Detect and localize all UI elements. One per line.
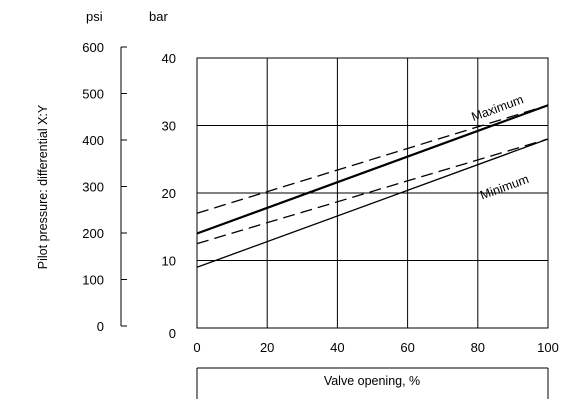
series-line-dashed [196,104,549,214]
psi-tick-label: 200 [82,226,104,241]
series-line-solid-bold [196,104,549,235]
x-tick-label: 60 [400,340,414,355]
x-tick-label: 100 [537,340,559,355]
psi-tick-label: 100 [82,273,104,288]
series-line-solid [196,138,549,268]
x-tick-label: 20 [260,340,274,355]
x-tick-label: 0 [193,340,200,355]
series-line-dashed [196,138,549,245]
series-lines [196,104,549,268]
x-tick-label: 40 [330,340,344,355]
bar-axis-ticks: 0 10 20 30 40 [162,51,176,341]
psi-tick-label: 400 [82,133,104,148]
annotation-label: Minimum [478,172,530,203]
x-axis-title: Valve opening, % [324,374,420,388]
psi-tick-label: 600 [82,40,104,55]
x-tick-label: 80 [471,340,485,355]
plot-frame [196,57,549,329]
x-axis-ticks: 0 20 40 60 80 100 [193,340,558,355]
bar-tick-label: 20 [162,186,176,201]
psi-tick-label: 0 [97,319,104,334]
bar-tick-label: 0 [169,326,176,341]
y-axis-title: Pilot pressure: differential X:Y [36,104,50,269]
bar-tick-label: 40 [162,51,176,66]
psi-tick-label: 500 [82,87,104,102]
bar-tick-label: 30 [162,119,176,134]
psi-unit-label: psi [86,9,103,24]
bar-unit-label: bar [149,9,168,24]
psi-axis: 0 100 200 300 400 500 600 [82,40,127,334]
psi-tick-label: 300 [82,180,104,195]
bar-tick-label: 10 [162,254,176,269]
